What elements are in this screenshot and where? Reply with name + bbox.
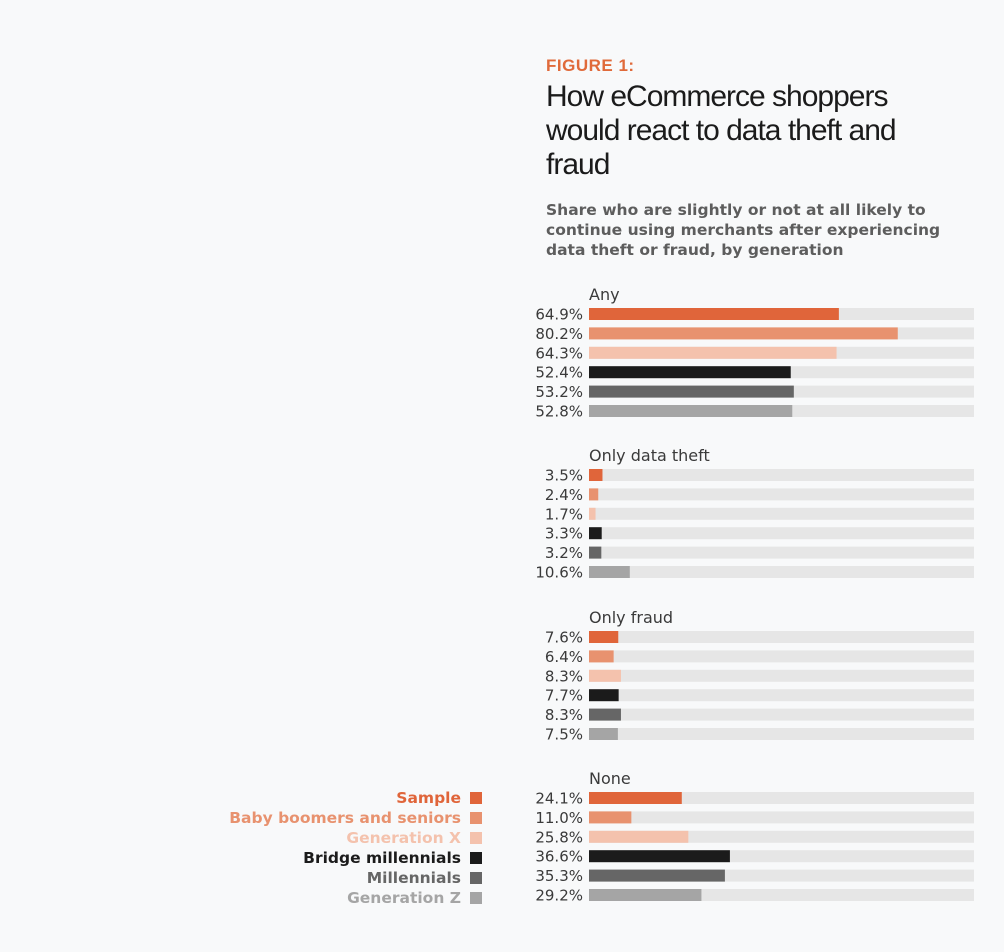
bar-track xyxy=(589,488,974,501)
data-label: 2.4% xyxy=(545,486,583,504)
bar xyxy=(589,689,619,702)
bar xyxy=(589,850,730,863)
legend-swatch xyxy=(470,792,482,804)
legend: Sample Baby boomers and seniors Generation… xyxy=(200,788,482,908)
bar-track xyxy=(589,650,974,663)
bar xyxy=(589,385,794,398)
legend-swatch xyxy=(470,852,482,864)
bar xyxy=(589,830,689,843)
legend-item: Generation Z xyxy=(200,888,482,908)
legend-item: Generation X xyxy=(200,828,482,848)
bar xyxy=(589,469,603,481)
bar xyxy=(589,669,621,682)
bar xyxy=(589,327,898,340)
legend-swatch xyxy=(470,812,482,824)
legend-item: Sample xyxy=(200,788,482,808)
legend-label: Millennials xyxy=(366,869,461,887)
bar xyxy=(589,708,621,721)
legend-label: Generation Z xyxy=(347,889,461,907)
data-label: 80.2% xyxy=(535,325,583,343)
figure-label: FIGURE 1: xyxy=(546,56,635,75)
data-label: 6.4% xyxy=(545,648,583,666)
data-label: 8.3% xyxy=(545,667,583,685)
legend-label: Sample xyxy=(396,789,461,807)
data-label: 64.3% xyxy=(535,344,583,362)
bar-group: Only data theft 3.5%2.4%1.7% 3.3%3.2% 10.6% xyxy=(535,446,974,582)
group-title: None xyxy=(589,769,631,788)
data-label: 3.3% xyxy=(545,525,583,543)
bar xyxy=(589,308,839,320)
bar-track xyxy=(589,811,974,824)
chart-title: How eCommerce shoppers would react to da… xyxy=(546,80,897,181)
data-label: 52.8% xyxy=(535,403,583,421)
bar-track xyxy=(589,728,974,740)
data-label: 3.2% xyxy=(545,544,583,562)
bar xyxy=(589,869,725,882)
data-label: 7.5% xyxy=(545,726,583,744)
data-label: 35.3% xyxy=(535,867,583,885)
group-title: Only data theft xyxy=(589,446,710,465)
bar xyxy=(589,527,602,540)
bar xyxy=(589,366,791,379)
bar xyxy=(589,546,602,559)
bar xyxy=(589,405,793,417)
bar-track xyxy=(589,546,974,559)
data-label: 1.7% xyxy=(545,505,583,523)
legend-item: Baby boomers and seniors xyxy=(200,808,482,828)
data-label: 36.6% xyxy=(535,848,583,866)
data-label: 10.6% xyxy=(535,564,583,582)
bar xyxy=(589,566,630,578)
data-label: 29.2% xyxy=(535,887,583,905)
data-label: 64.9% xyxy=(535,306,583,324)
bar-track xyxy=(589,669,974,682)
bar xyxy=(589,811,632,824)
data-label: 11.0% xyxy=(535,809,583,827)
bar-track xyxy=(589,507,974,520)
data-label: 7.7% xyxy=(545,687,583,705)
data-label: 3.5% xyxy=(545,467,583,485)
bar-track xyxy=(589,689,974,702)
data-label: 25.8% xyxy=(535,828,583,846)
bar xyxy=(589,631,619,643)
bar-group: Any 64.9%80.2%64.3% 52.4%53.2% 52.8% xyxy=(535,285,974,421)
data-label: 7.6% xyxy=(545,629,583,647)
group-title: Only fraud xyxy=(589,608,673,627)
bar xyxy=(589,650,614,663)
bar xyxy=(589,507,596,520)
group-title: Any xyxy=(589,285,620,304)
bar xyxy=(589,346,837,359)
data-label: 24.1% xyxy=(535,790,583,808)
chart-header: FIGURE 1: How eCommerce shoppers would r… xyxy=(546,56,986,260)
legend-swatch xyxy=(470,872,482,884)
bar-track xyxy=(589,566,974,578)
bar xyxy=(589,792,682,804)
bar xyxy=(589,728,618,740)
data-label: 52.4% xyxy=(535,364,583,382)
legend-label: Baby boomers and seniors xyxy=(229,809,461,827)
bar xyxy=(589,488,599,501)
legend-label: Bridge millennials xyxy=(303,849,461,867)
bar-track xyxy=(589,631,974,643)
legend-item: Millennials xyxy=(200,868,482,888)
bar-track xyxy=(589,469,974,481)
legend-swatch xyxy=(470,832,482,844)
bar xyxy=(589,889,702,901)
data-label: 53.2% xyxy=(535,383,583,401)
bar-group: None 24.1%11.0%25.8% 36.6%35.3% 29.2% xyxy=(535,769,974,905)
chart-subtitle: Share who are slightly or not at all lik… xyxy=(546,201,941,259)
legend-item: Bridge millennials xyxy=(200,848,482,868)
legend-label: Generation X xyxy=(346,829,461,847)
bar-track xyxy=(589,792,974,804)
bar-track xyxy=(589,708,974,721)
data-label: 8.3% xyxy=(545,706,583,724)
bar-track xyxy=(589,527,974,540)
legend-swatch xyxy=(470,892,482,904)
